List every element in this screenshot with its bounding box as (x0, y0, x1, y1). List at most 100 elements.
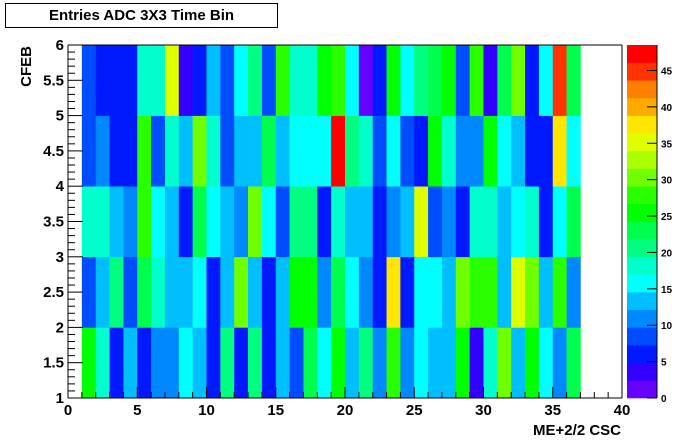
heatmap-cell (566, 115, 581, 187)
heatmap-cell (345, 186, 360, 258)
heatmap-cell (164, 45, 180, 116)
heatmap-cell (192, 45, 207, 116)
heatmap-cell (178, 45, 193, 116)
heatmap-cell (497, 45, 512, 116)
heatmap-cell (261, 327, 277, 399)
palette-swatch (627, 221, 657, 240)
palette-swatch (627, 203, 657, 222)
heatmap-cell (192, 186, 207, 258)
heatmap-cell (289, 115, 304, 187)
heatmap-cell (441, 45, 457, 116)
heatmap-cell (192, 327, 207, 399)
palette-tick-label: 30 (661, 176, 673, 187)
heatmap-cell (497, 115, 512, 187)
color-palette: 0 5 10 15 20 25 30 35 40 45 (627, 45, 673, 405)
heatmap-cell (220, 327, 235, 399)
y-tick-label: 2.5 (43, 284, 64, 301)
heatmap-cell (109, 45, 124, 116)
heatmap-cell (303, 45, 318, 116)
heatmap-cell (289, 186, 304, 258)
heatmap-cell (123, 256, 138, 328)
heatmap-cell (386, 186, 401, 258)
heatmap-cell (137, 186, 152, 258)
heatmap-cell (206, 45, 221, 116)
heatmap-cell (372, 327, 387, 399)
heatmap-cell (483, 115, 498, 187)
heatmap-cell (345, 115, 360, 187)
heatmap-cell (511, 115, 526, 187)
palette-swatch (627, 380, 657, 399)
heatmap-cell (414, 115, 429, 187)
chart-title: Entries ADC 3X3 Time Bin (5, 3, 278, 28)
x-tick-label: 20 (337, 402, 354, 419)
heatmap-cell (525, 327, 540, 399)
y-tick-label: 5 (56, 108, 64, 125)
heatmap-cell (469, 45, 484, 116)
heatmap-cell (164, 256, 180, 328)
heatmap-cell (428, 256, 443, 328)
heatmap-cell (428, 45, 443, 116)
heatmap-cell (455, 186, 470, 258)
heatmap-cell (289, 327, 304, 399)
y-tick-label: 1.5 (43, 355, 64, 372)
heatmap-cell (525, 256, 540, 328)
heatmap-cell (483, 256, 498, 328)
heatmap-cell (178, 115, 193, 187)
heatmap-cell (400, 115, 415, 187)
y-tick-label: 3.5 (43, 214, 64, 231)
heatmap-cell (206, 256, 221, 328)
heatmap-cell (192, 115, 207, 187)
palette-swatch (627, 150, 657, 169)
heatmap-cell (538, 327, 554, 399)
heatmap-cell (123, 327, 138, 399)
heatmap-cell (525, 115, 540, 187)
heatmap-cell (81, 45, 96, 116)
heatmap-cell (275, 45, 290, 116)
x-axis-label: ME+2/2 CSC (533, 422, 621, 439)
heatmap-cell (331, 115, 346, 187)
y-tick-label: 4.5 (43, 143, 64, 160)
heatmap-cell (151, 186, 166, 258)
heatmap-cell (552, 115, 567, 187)
heatmap-cell (303, 186, 318, 258)
heatmap-cell (206, 327, 221, 399)
x-tick-label: 10 (198, 402, 215, 419)
heatmap-cell (331, 327, 346, 399)
heatmap-cell (303, 115, 318, 187)
heatmap-cell (372, 45, 387, 116)
heatmap-cell (178, 186, 193, 258)
heatmap-cell (137, 45, 152, 116)
heatmap-cell (511, 186, 526, 258)
heatmap-cell (261, 256, 277, 328)
axes: 0 5 10 15 20 25 30 35 40 1 1.5 2 2.5 3 3.5 4 4.5 5 5.5 6 (43, 37, 630, 419)
heatmap-cell (289, 256, 304, 328)
heatmap-cell (234, 256, 249, 328)
palette-tick-label: 10 (661, 321, 673, 332)
heatmap-cell (178, 256, 193, 328)
heatmap-cell (164, 115, 180, 187)
heatmap-cell (441, 115, 457, 187)
heatmap-cell (81, 327, 96, 399)
heatmap-cell (137, 256, 152, 328)
palette-swatch (627, 97, 657, 116)
heatmap-cell (109, 186, 124, 258)
heatmap-cell (289, 45, 304, 116)
heatmap-cell (566, 256, 581, 328)
heatmap-cell (123, 115, 138, 187)
heatmap-cell (317, 186, 332, 258)
heatmap-cell (95, 256, 110, 328)
heatmap-cells (81, 45, 581, 399)
heatmap-cell (566, 327, 581, 399)
heatmap-cell (248, 256, 263, 328)
heatmap-cell (497, 327, 512, 399)
y-tick-label: 6 (56, 37, 64, 54)
heatmap-cell (469, 115, 484, 187)
heatmap-cell (317, 256, 332, 328)
heatmap-cell (317, 327, 332, 399)
heatmap-cell (538, 256, 554, 328)
heatmap-cell (248, 327, 263, 399)
palette-swatch (627, 362, 657, 381)
heatmap-cell (109, 115, 124, 187)
heatmap-cell (151, 115, 166, 187)
